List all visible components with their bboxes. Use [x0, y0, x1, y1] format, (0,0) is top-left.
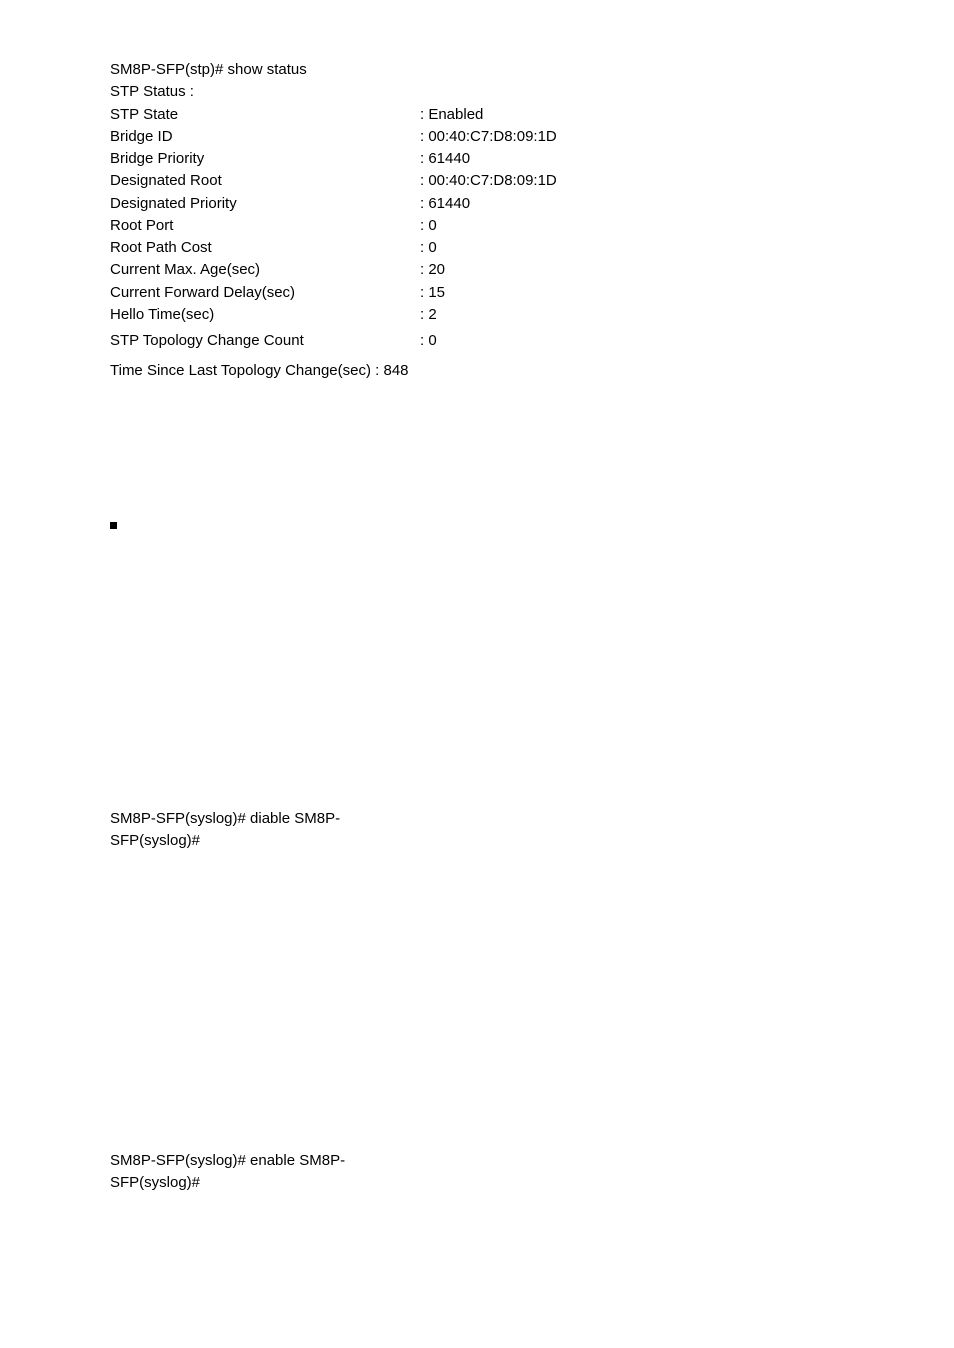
- status-value: : 00:40:C7:D8:09:1D: [420, 127, 557, 147]
- status-value: : 15: [420, 283, 445, 303]
- cmd-line: SM8P-SFP(syslog)# diable SM8P-: [110, 809, 844, 829]
- status-label: Root Port: [110, 216, 420, 236]
- status-value: : 20: [420, 260, 445, 280]
- status-label: Bridge Priority: [110, 149, 420, 169]
- status-value: : 0: [420, 331, 437, 351]
- status-value: : 0: [420, 238, 437, 258]
- status-row: Hello Time(sec) : 2: [110, 305, 844, 325]
- status-label: Root Path Cost: [110, 238, 420, 258]
- status-label: Hello Time(sec): [110, 305, 420, 325]
- cmd-line: SFP(syslog)#: [110, 1173, 844, 1193]
- status-row: Current Max. Age(sec) : 20: [110, 260, 844, 280]
- status-row: Designated Root : 00:40:C7:D8:09:1D: [110, 171, 844, 191]
- status-row: Root Path Cost : 0: [110, 238, 844, 258]
- status-value: : 2: [420, 305, 437, 325]
- status-block: SM8P-SFP(stp)# show status STP Status : …: [110, 60, 844, 382]
- status-value: : Enabled: [420, 105, 483, 125]
- status-value: : 61440: [420, 194, 470, 214]
- status-cmd: SM8P-SFP(stp)# show status: [110, 60, 844, 80]
- status-row: Root Port : 0: [110, 216, 844, 236]
- status-label: Current Forward Delay(sec): [110, 283, 420, 303]
- status-label: Current Max. Age(sec): [110, 260, 420, 280]
- status-value: : 61440: [420, 149, 470, 169]
- cmd-block-enable: SM8P-SFP(syslog)# enable SM8P- SFP(syslo…: [110, 1151, 844, 1194]
- status-row: Designated Priority : 61440: [110, 194, 844, 214]
- cmd-line: SM8P-SFP(syslog)# enable SM8P-: [110, 1151, 844, 1171]
- status-row: Bridge Priority : 61440: [110, 149, 844, 169]
- status-label: Designated Priority: [110, 194, 420, 214]
- bullet-icon: [110, 522, 117, 529]
- status-row: Current Forward Delay(sec) : 15: [110, 283, 844, 303]
- status-row: STP State : Enabled: [110, 105, 844, 125]
- status-value: : 00:40:C7:D8:09:1D: [420, 171, 557, 191]
- status-label: Bridge ID: [110, 127, 420, 147]
- status-row: Bridge ID : 00:40:C7:D8:09:1D: [110, 127, 844, 147]
- status-footer: Time Since Last Topology Change(sec) : 8…: [110, 361, 844, 381]
- status-row: STP Topology Change Count : 0: [110, 331, 844, 351]
- status-header: STP Status :: [110, 82, 844, 102]
- status-label: STP State: [110, 105, 420, 125]
- status-value: : 0: [420, 216, 437, 236]
- status-label: Designated Root: [110, 171, 420, 191]
- status-label: STP Topology Change Count: [110, 331, 420, 351]
- page: SM8P-SFP(stp)# show status STP Status : …: [0, 0, 954, 1314]
- cmd-block-disable: SM8P-SFP(syslog)# diable SM8P- SFP(syslo…: [110, 809, 844, 852]
- cmd-line: SFP(syslog)#: [110, 831, 844, 851]
